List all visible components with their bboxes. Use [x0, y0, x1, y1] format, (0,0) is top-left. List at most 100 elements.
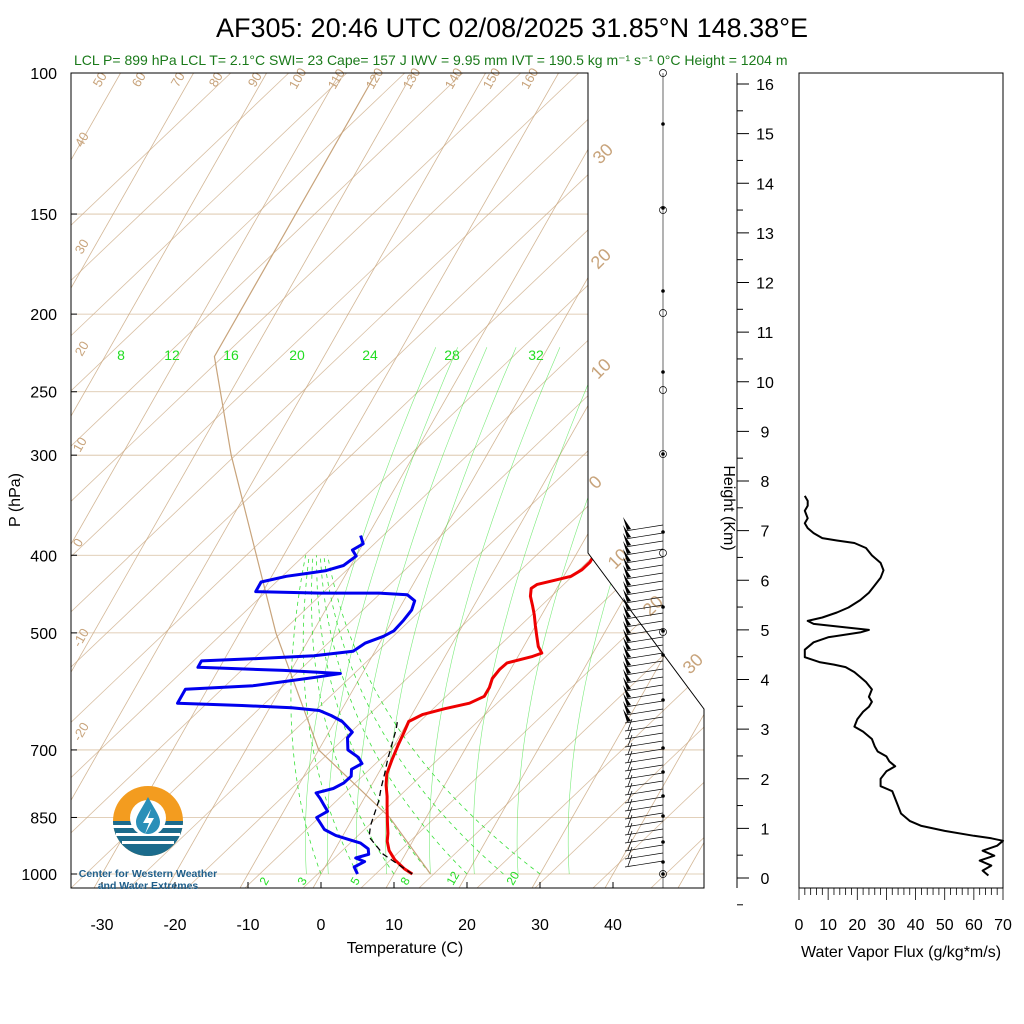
height-tick-label: 7 [761, 524, 770, 541]
height-tick-label: 0 [761, 871, 770, 888]
mixing-ratio-line [516, 347, 648, 875]
pressure-tick-label: 500 [30, 626, 57, 643]
dry-adiabat-line [360, 73, 704, 888]
wind-barb [624, 644, 664, 652]
isotherm-line [456, 73, 704, 888]
wind-barb [624, 684, 664, 692]
height-tick-label: 1 [761, 821, 770, 838]
mixing-ratio-line [326, 347, 458, 875]
pressure-marker [659, 870, 667, 878]
skewt-frame [70, 72, 705, 889]
height-marker [661, 814, 665, 818]
mixing-ratio-label: 12 [443, 869, 462, 888]
pressure-tick-label: 150 [30, 207, 57, 224]
isotherm-label: 10 [70, 434, 90, 454]
wind-barb [624, 564, 664, 572]
parcel-profile-line [368, 718, 413, 875]
mixing-ratio-label: 20 [289, 347, 305, 363]
wind-barb [624, 524, 664, 532]
wind-feather [627, 854, 633, 867]
isotherm-label: 30 [679, 650, 707, 678]
height-marker [661, 605, 665, 609]
height-marker [661, 840, 665, 844]
mixing-ratio-line [356, 347, 488, 875]
mixing-ratio-line [385, 347, 517, 875]
isotherm-label: 130 [400, 65, 424, 91]
standard-atmosphere-line [213, 73, 431, 875]
temperature-tick-label: 10 [385, 917, 403, 934]
wind-barb [624, 572, 664, 580]
wind-flag [623, 533, 631, 546]
height-marker [661, 872, 665, 876]
wind-feather [627, 838, 633, 851]
isotherm-label: 110 [325, 66, 348, 91]
pressure-tick-label: 400 [30, 548, 57, 565]
wind-feather [627, 758, 633, 771]
pressure-marker [659, 549, 667, 557]
isotherm-label: 90 [245, 69, 265, 89]
isotherm-label: 70 [168, 69, 188, 89]
wind-barb [624, 724, 664, 732]
pressure-marker [659, 309, 667, 317]
wind-feather [627, 830, 633, 843]
flux-tick-label: 0 [795, 917, 804, 934]
isotherm-label: 30 [72, 236, 92, 256]
height-tick-label: 2 [761, 772, 770, 789]
wind-barb [624, 788, 664, 796]
wind-flag [623, 517, 631, 530]
pressure-tick-label: 1000 [21, 867, 57, 884]
height-marker [661, 530, 665, 534]
dry-adiabat-line [302, 73, 704, 888]
height-tick-label: 14 [756, 176, 774, 193]
temperature-tick-label: -30 [90, 917, 113, 934]
wind-flag [623, 589, 631, 602]
wind-flag [623, 693, 631, 706]
height-marker [661, 629, 665, 633]
mixing-ratio-label: 8 [117, 347, 125, 363]
wind-flag [623, 525, 631, 538]
wind-flag [623, 685, 631, 698]
wind-barb [624, 732, 664, 740]
pressure-tick-label: 100 [30, 66, 57, 83]
wind-flag [623, 573, 631, 586]
wind-flag [623, 677, 631, 690]
wind-feather [627, 734, 633, 747]
mixing-ratio-label: 3 [294, 874, 310, 887]
wind-flag [623, 613, 631, 626]
wind-feather [627, 806, 633, 819]
height-marker [661, 289, 665, 293]
wind-feather [627, 798, 633, 811]
wind-barb [624, 612, 664, 620]
flux-tick-label: 20 [848, 917, 866, 934]
dry-adiabat-line [71, 73, 704, 888]
wind-barb [624, 852, 664, 860]
height-marker [661, 770, 665, 774]
temperature-profile-line [384, 534, 614, 876]
height-marker [661, 206, 665, 210]
pressure-marker [659, 69, 667, 77]
dry-adiabat-line [71, 73, 464, 888]
moist-adiabat-line [327, 555, 541, 875]
wind-barb [624, 820, 664, 828]
isotherm-label: 0 [70, 536, 87, 550]
dry-adiabat-line [534, 73, 704, 888]
height-marker [661, 746, 665, 750]
skewt-labels: 50 60 70 80 90 100 110 120 130 140 150 160403020100… [70, 65, 707, 887]
flux-frame [798, 72, 1004, 889]
mixing-ratio-label: 20 [503, 869, 522, 888]
isotherm-label: -20 [70, 720, 92, 744]
temperature-tick-label: -20 [163, 917, 186, 934]
flux-tick-label: 10 [819, 917, 837, 934]
dry-adiabat-line [709, 73, 1024, 888]
dry-adiabat-line [71, 73, 348, 888]
wind-feather [627, 782, 633, 795]
wind-barb [624, 828, 664, 836]
x-axis-label: Temperature (C) [347, 940, 463, 957]
dry-adiabat-line [128, 73, 704, 888]
wind-flag [623, 605, 631, 618]
height-marker [661, 794, 665, 798]
logo-line-1: Center for Western Weather [79, 868, 217, 880]
dry-adiabat-line [71, 73, 696, 888]
flux-profile-line [803, 495, 1004, 877]
